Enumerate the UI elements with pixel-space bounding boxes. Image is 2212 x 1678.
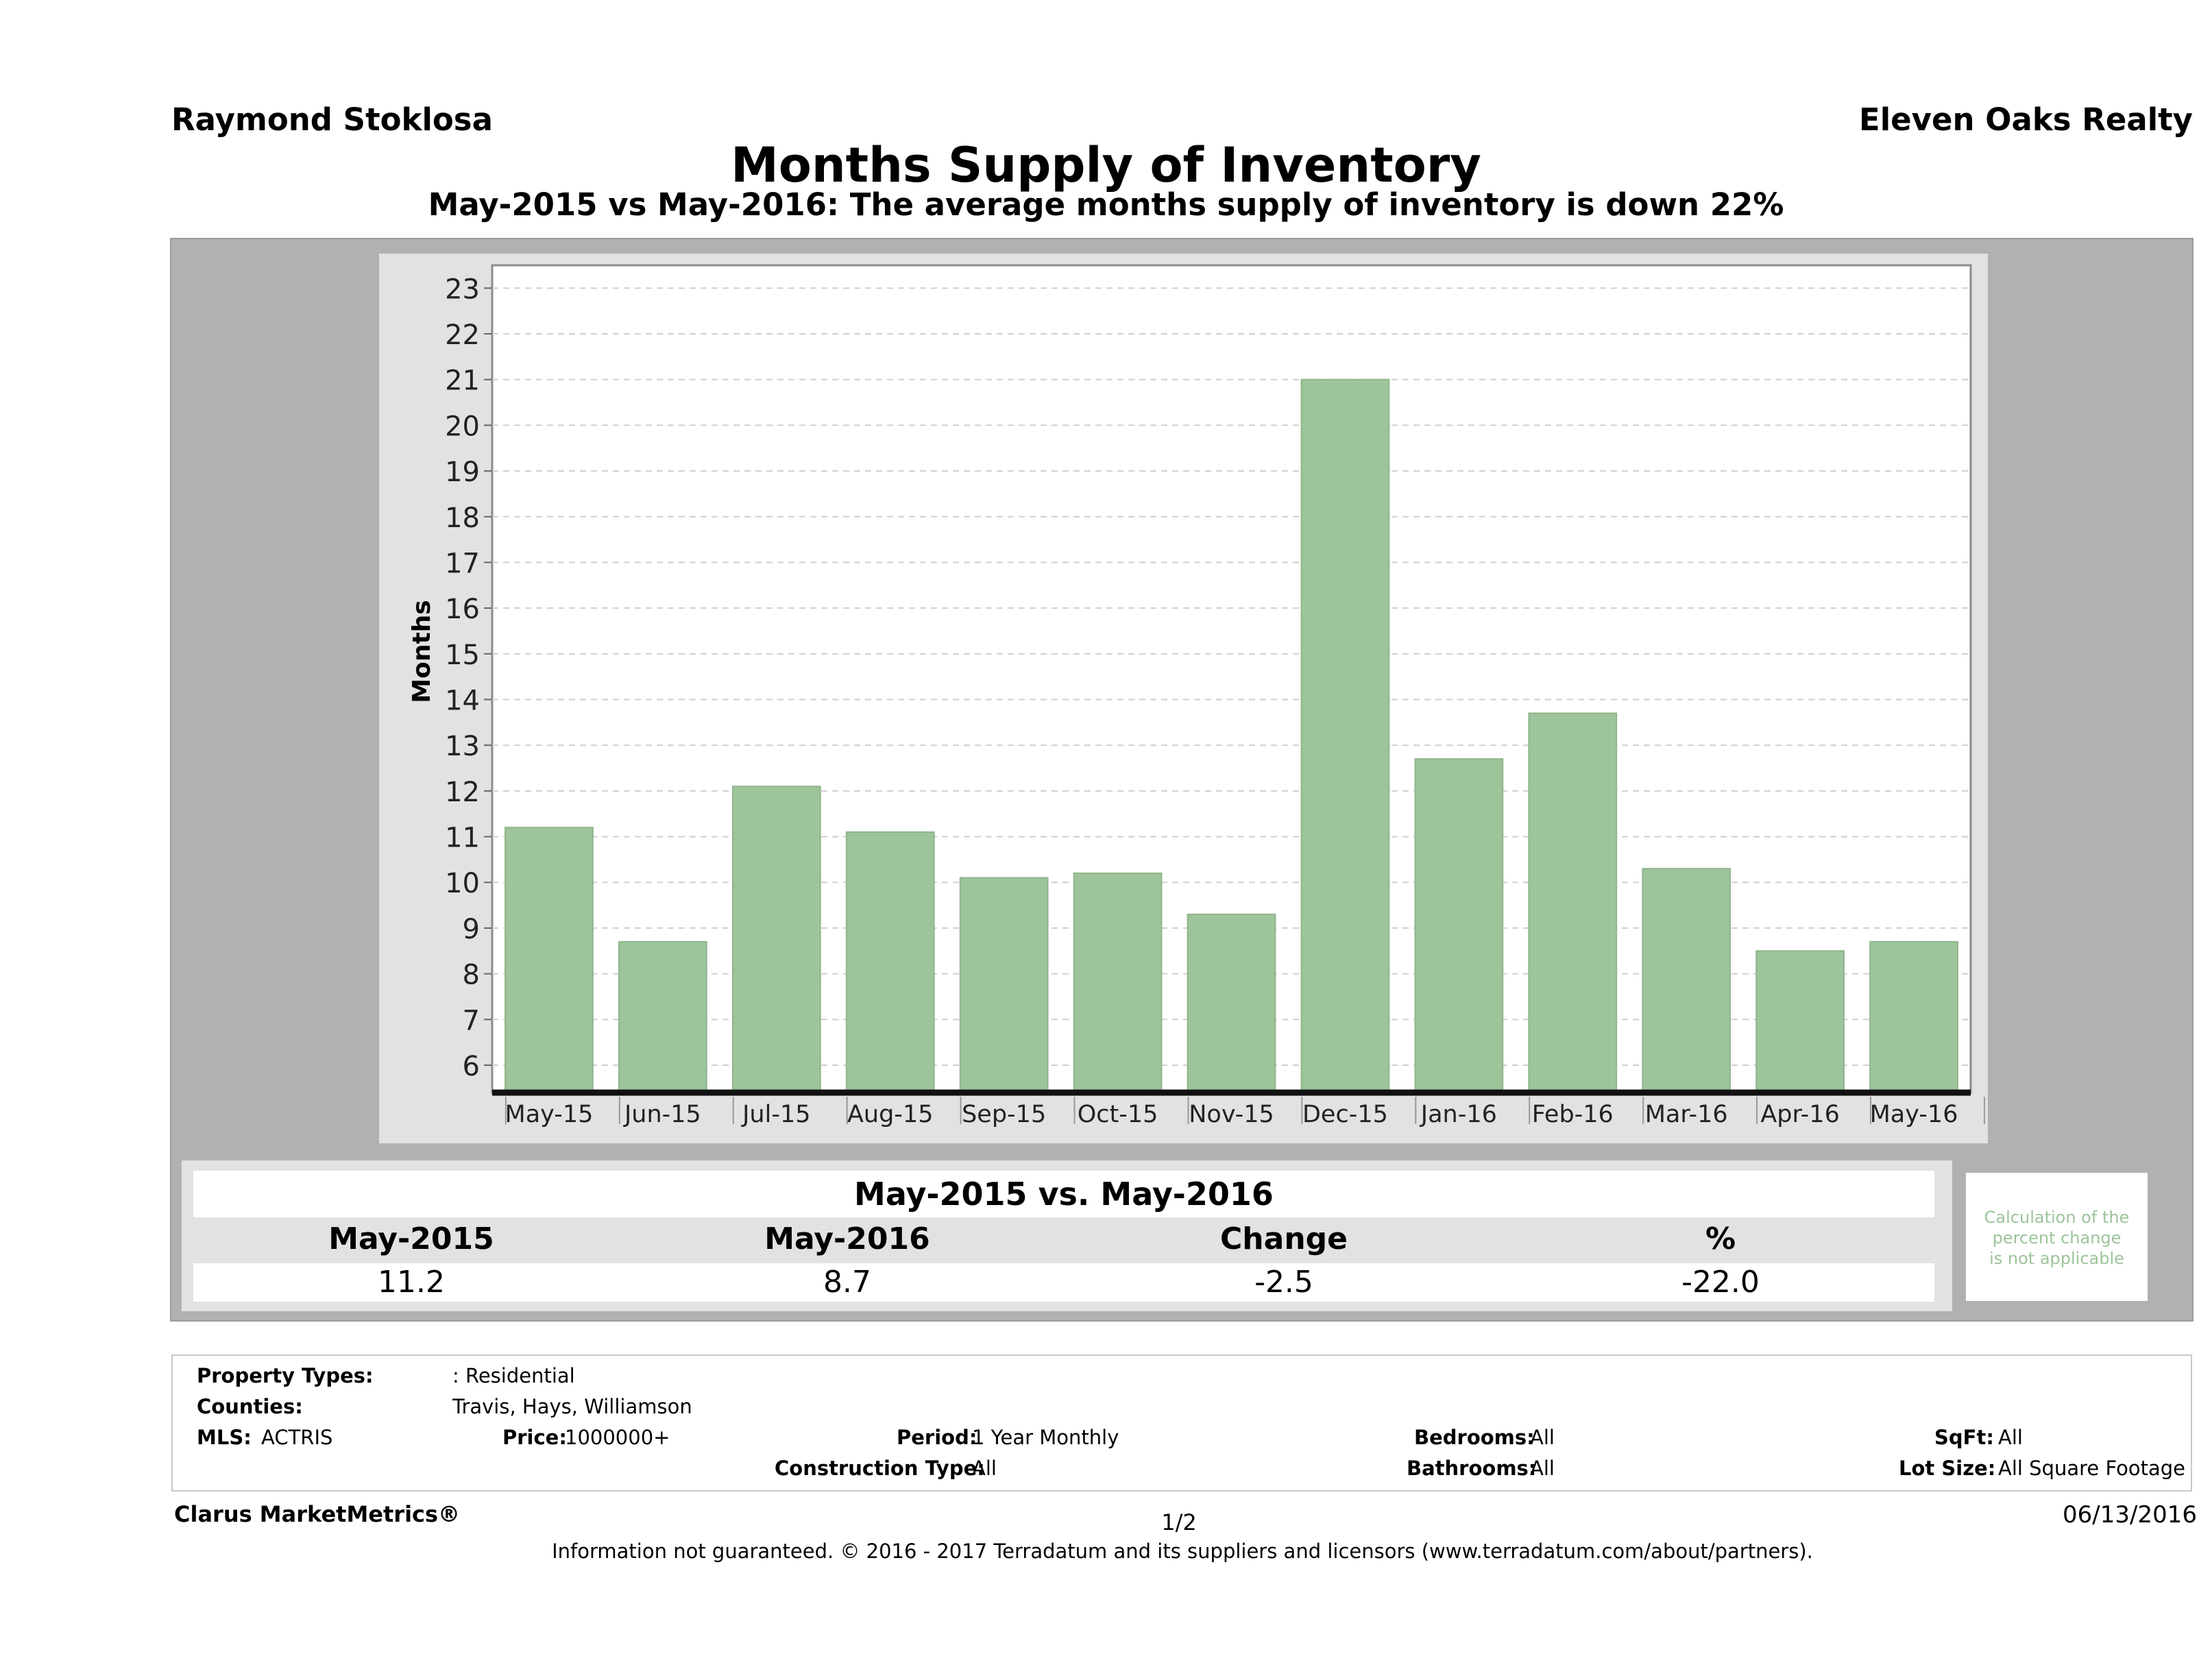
counties-label: Counties: [197, 1395, 303, 1418]
period-label: Period: [897, 1426, 977, 1449]
bar [1869, 940, 1958, 1093]
x-tick-label: Apr-16 [1760, 1101, 1839, 1128]
summary-col1-label: May-2015 [328, 1221, 494, 1256]
price-label: Price: [502, 1426, 567, 1449]
summary-col2-label: May-2016 [764, 1221, 930, 1256]
bar [731, 786, 821, 1094]
note-line-1: Calculation of the [1984, 1208, 2130, 1227]
footer-brand: Clarus MarketMetrics® [174, 1501, 461, 1527]
report-date: 06/13/2016 [2063, 1501, 2197, 1529]
page-number: 1/2 [1161, 1509, 1197, 1535]
mls-label: MLS: [197, 1426, 252, 1449]
y-tick-label: 14 [445, 685, 480, 717]
bathrooms-value: All [1530, 1457, 1555, 1480]
property-types-value: : Residential [452, 1364, 575, 1387]
bar [845, 831, 935, 1093]
summary-values-row [193, 1263, 1934, 1302]
price-value: 1000000+ [565, 1426, 670, 1449]
x-tick-label: Nov-15 [1189, 1101, 1274, 1128]
x-tick-label: May-15 [505, 1101, 594, 1128]
lot-size-label: Lot Size: [1899, 1457, 1996, 1480]
x-tick-label: Aug-15 [847, 1101, 934, 1128]
bar [1642, 868, 1731, 1093]
bar [1300, 378, 1390, 1094]
x-tick-label: Oct-15 [1078, 1101, 1158, 1128]
y-tick-label: 9 [463, 914, 480, 945]
y-tick-label: 21 [445, 365, 480, 397]
summary-heading: May-2015 vs. May-2016 [193, 1171, 1934, 1217]
bar [1528, 712, 1618, 1093]
note-line-3: is not applicable [1989, 1249, 2124, 1268]
mls-value: ACTRIS [261, 1426, 333, 1449]
x-tick-label: Mar-16 [1645, 1101, 1728, 1128]
bar [1755, 950, 1845, 1093]
disclaimer: Information not guaranteed. © 2016 - 201… [552, 1540, 1813, 1563]
percent-change-note: Calculation of the percent change is not… [1966, 1173, 2148, 1301]
counties-value: Travis, Hays, Williamson [452, 1395, 692, 1418]
sqft-label: SqFt: [1934, 1426, 1994, 1449]
search-criteria [171, 1354, 2192, 1492]
bar [1187, 913, 1276, 1093]
summary-col2-value: 8.7 [823, 1265, 871, 1300]
bathrooms-label: Bathrooms: [1407, 1457, 1537, 1480]
x-tick-label: Dec-15 [1302, 1101, 1388, 1128]
construction-type-label: Construction Type: [775, 1457, 985, 1480]
bar [959, 877, 1049, 1094]
agent-name: Raymond Stoklosa [171, 101, 493, 138]
bar [1073, 872, 1163, 1094]
y-tick-label: 8 [463, 960, 480, 991]
y-tick-label: 23 [445, 273, 480, 305]
y-tick-label: 6 [463, 1051, 480, 1082]
summary-col3-label: Change [1220, 1221, 1348, 1256]
y-tick-label: 20 [445, 411, 480, 442]
y-tick-label: 12 [445, 777, 480, 808]
period-value: 1 Year Monthly [972, 1426, 1119, 1449]
y-axis-label: Months [408, 600, 436, 703]
chart-title: Months Supply of Inventory [731, 137, 1481, 193]
construction-type-value: All [972, 1457, 997, 1480]
y-tick-label: 16 [445, 594, 480, 625]
y-tick-label: 15 [445, 640, 480, 671]
x-tick-label: Jun-15 [623, 1101, 701, 1128]
x-tick-label: Jan-16 [1420, 1101, 1497, 1128]
bar [505, 827, 594, 1093]
y-tick-label: 10 [445, 868, 480, 899]
summary-col1-value: 11.2 [378, 1265, 445, 1300]
bedrooms-label: Bedrooms: [1414, 1426, 1535, 1449]
bar [618, 940, 707, 1093]
y-tick-label: 11 [445, 823, 480, 854]
summary-col3-value: -2.5 [1254, 1265, 1313, 1300]
bar [1414, 758, 1504, 1094]
note-line-2: percent change [1992, 1228, 2122, 1248]
x-tick-label: Sep-15 [962, 1101, 1046, 1128]
y-tick-label: 7 [463, 1005, 480, 1036]
x-tick-label: Jul-15 [741, 1101, 810, 1128]
bedrooms-value: All [1530, 1426, 1555, 1449]
y-tick-label: 13 [445, 731, 480, 762]
sqft-value: All [1998, 1426, 2023, 1449]
x-tick-label: Feb-16 [1532, 1101, 1614, 1128]
summary-col4-label: % [1705, 1221, 1736, 1256]
company-name: Eleven Oaks Realty [1858, 101, 2193, 138]
lot-size-value: All Square Footage [1998, 1457, 2186, 1480]
x-tick-label: May-16 [1870, 1101, 1958, 1128]
y-tick-label: 22 [445, 319, 480, 351]
y-tick-label: 19 [445, 457, 480, 488]
property-types-label: Property Types: [197, 1364, 374, 1387]
y-tick-label: 18 [445, 502, 480, 534]
summary-col4-value: -22.0 [1681, 1265, 1760, 1300]
y-tick-label: 17 [445, 548, 480, 579]
chart-subtitle: May-2015 vs May-2016: The average months… [428, 186, 1784, 223]
bar-chart: 6 7 8 9 10 11 12 13 14 15 16 17 18 19 20 21 22 23 May-15 Ju… [408, 264, 1985, 1128]
